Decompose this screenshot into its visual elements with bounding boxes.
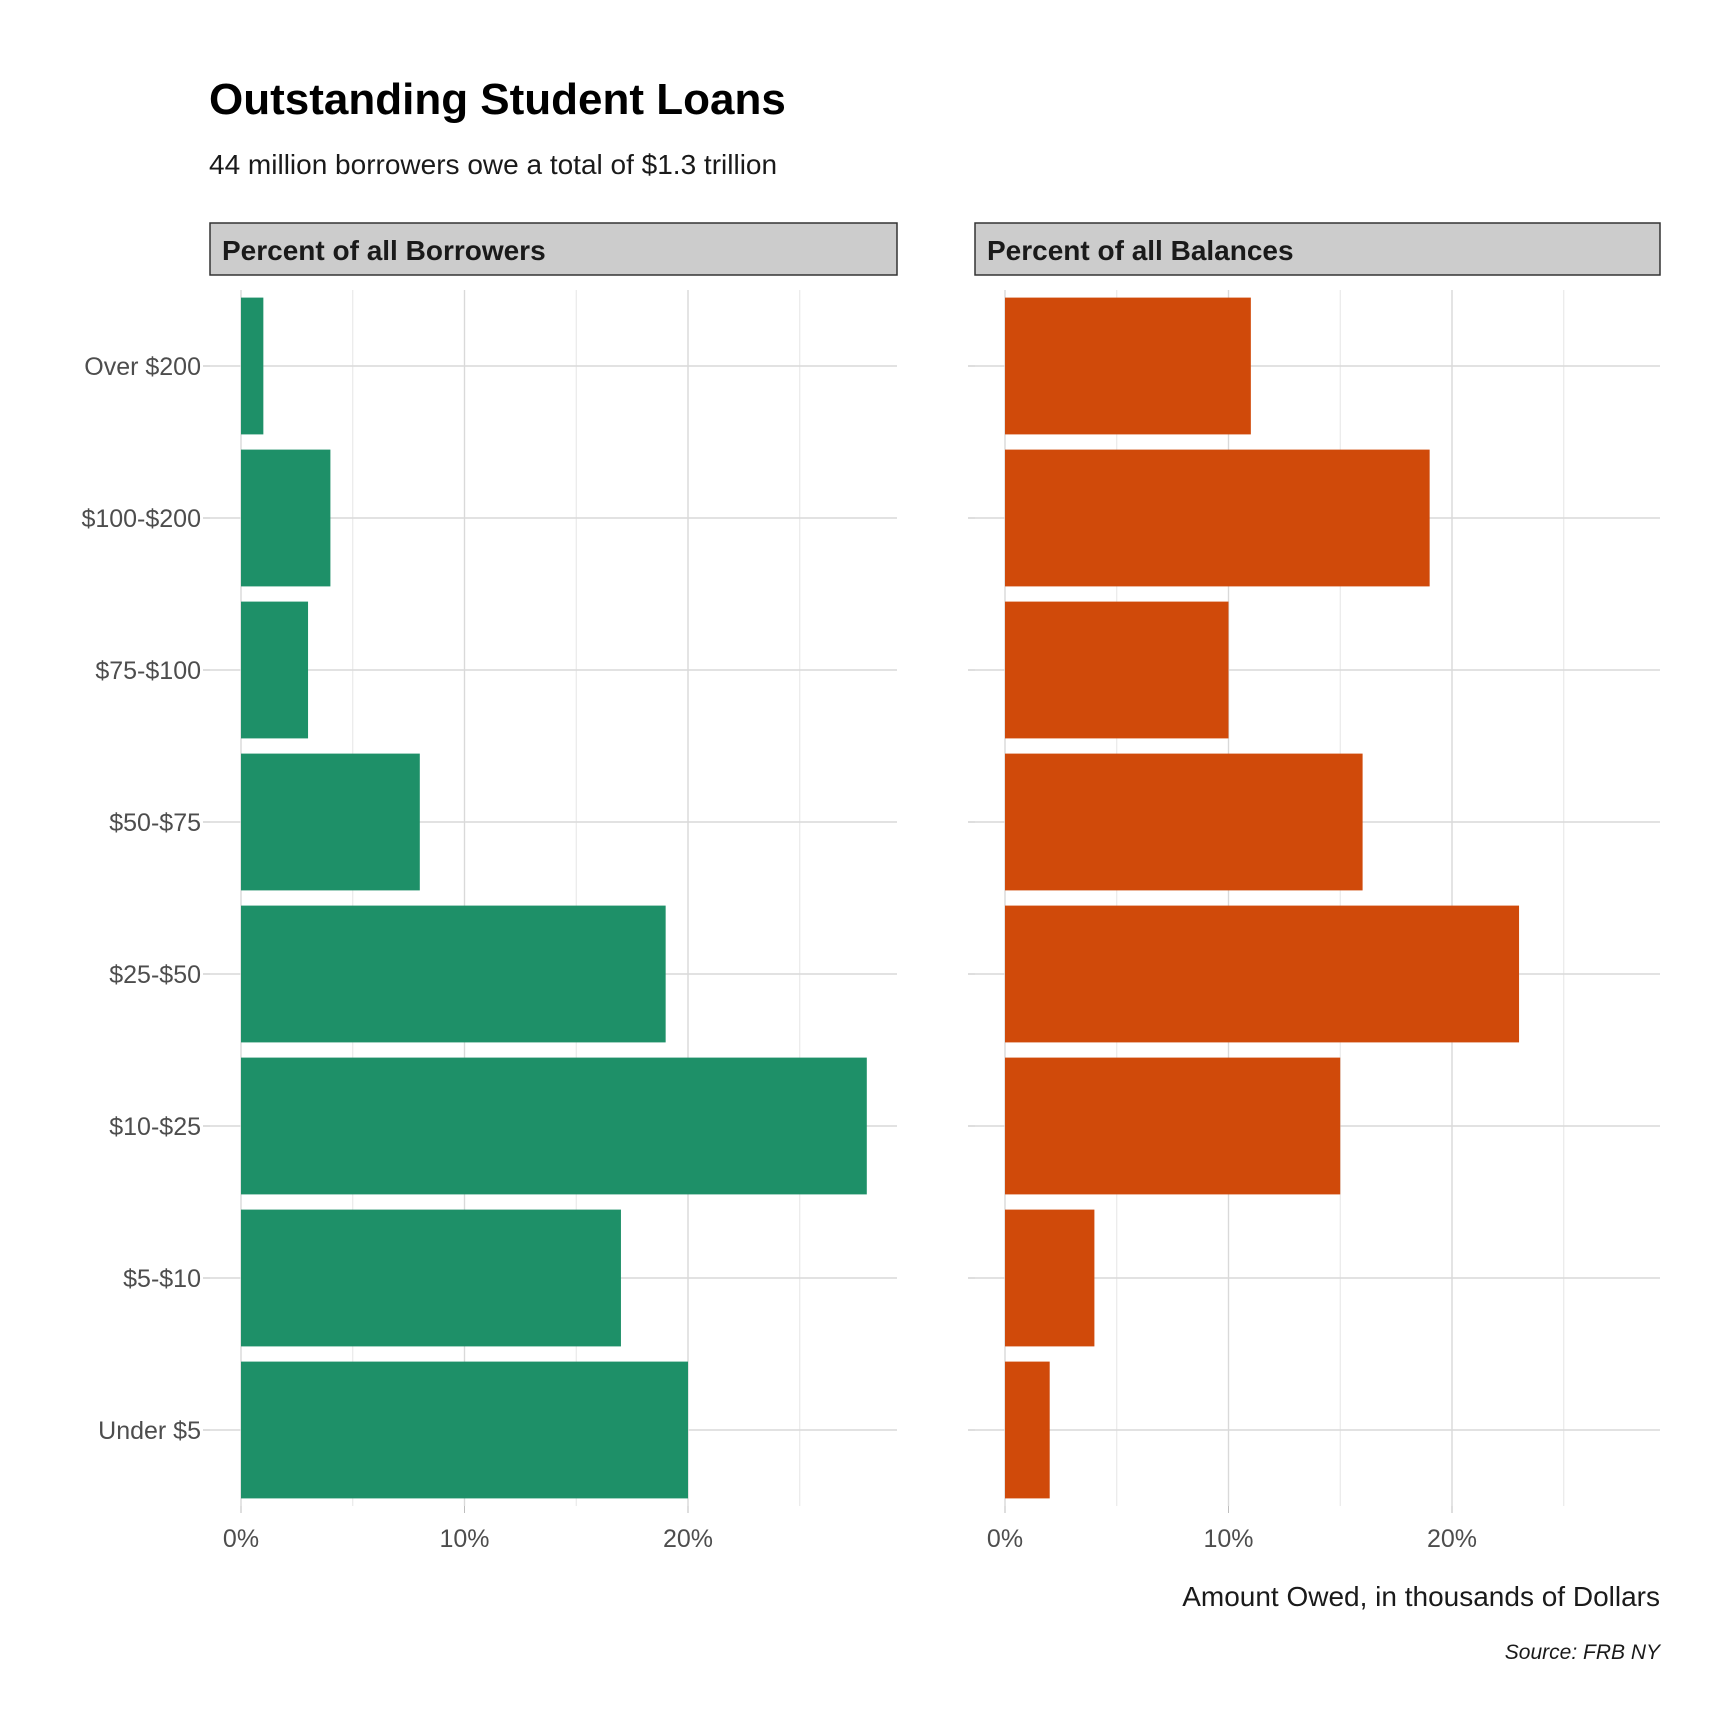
y-tick-label: $25-$50 (109, 961, 201, 989)
x-tick-label: 20% (663, 1525, 713, 1553)
caption: Source: FRB NY (1505, 1641, 1662, 1664)
bar (241, 601, 309, 739)
bar (1005, 905, 1520, 1043)
strip-borrowers (209, 222, 898, 276)
chart-subtitle: 44 million borrowers owe a total of $1.3… (209, 149, 777, 180)
bar (241, 753, 420, 891)
bar (241, 905, 666, 1043)
bar (1005, 1209, 1095, 1347)
bar (1005, 601, 1229, 739)
panel-balances: 0% 10% 20% (968, 290, 1660, 1553)
y-tick-label: $5-$10 (123, 1265, 201, 1293)
bar (1005, 297, 1251, 435)
bar (241, 1209, 621, 1347)
x-tick-label: 10% (1203, 1525, 1253, 1553)
strip-balances (974, 222, 1661, 276)
bar (241, 1361, 688, 1499)
y-tick-label: $50-$75 (109, 809, 201, 837)
strip-label-balances: Percent of all Balances (987, 235, 1294, 266)
y-tick-label: $100-$200 (81, 505, 201, 533)
y-tick-label: $75-$100 (95, 657, 201, 685)
x-tick-label: 20% (1427, 1525, 1477, 1553)
bar (1005, 1057, 1341, 1195)
y-tick-label: $10-$25 (109, 1113, 201, 1141)
bar (1005, 753, 1363, 891)
x-axis-title: Amount Owed, in thousands of Dollars (1182, 1581, 1660, 1612)
bar (1005, 1361, 1050, 1499)
y-tick-label: Under $5 (98, 1417, 201, 1445)
bar (241, 297, 264, 435)
bar (1005, 449, 1430, 587)
panel-borrowers: 0% 10% 20% (203, 290, 897, 1553)
x-tick-label: 0% (223, 1525, 259, 1553)
strip-label-borrowers: Percent of all Borrowers (222, 235, 546, 266)
y-tick-label: Over $200 (84, 353, 201, 381)
bar (241, 449, 331, 587)
y-axis-labels: Under $5 $5-$10 $10-$25 $25-$50 $50-$75 $75-$… (81, 353, 201, 1445)
x-tick-label: 0% (987, 1525, 1023, 1553)
bar (241, 1057, 867, 1195)
chart-title: Outstanding Student Loans (209, 75, 786, 124)
x-tick-label: 10% (439, 1525, 489, 1553)
